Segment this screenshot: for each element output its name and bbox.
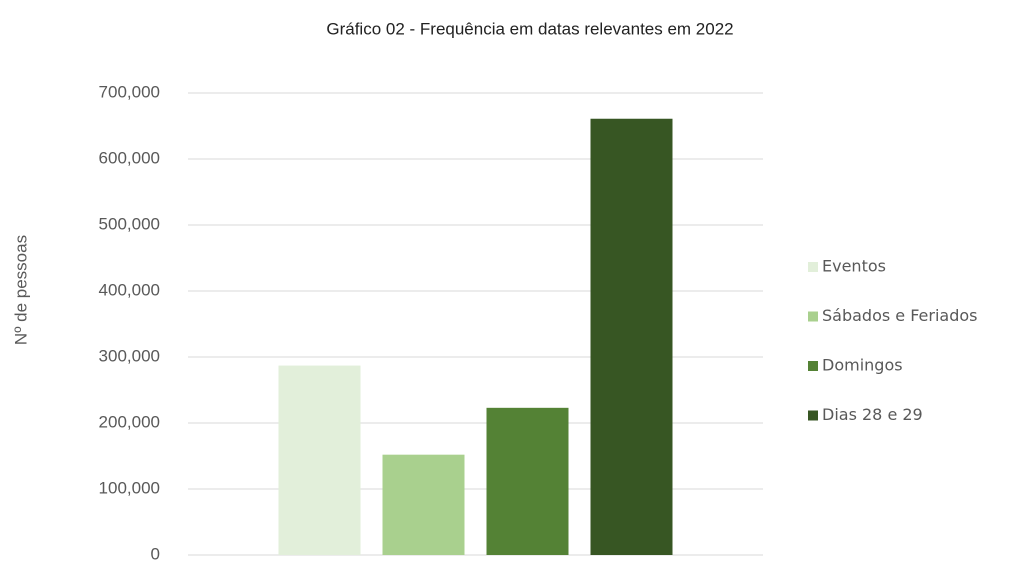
y-tick-label: 500,000 — [99, 214, 160, 233]
y-tick-label: 200,000 — [99, 412, 160, 431]
y-tick-label: 0 — [151, 544, 160, 562]
legend-label: Domingos — [822, 356, 903, 375]
legend-label: Sábados e Feriados — [822, 306, 978, 325]
legend-swatch — [808, 262, 818, 272]
chart-title: Gráfico 02 - Frequência em datas relevan… — [326, 19, 733, 38]
y-tick-label: 600,000 — [99, 148, 160, 167]
y-tick-label: 400,000 — [99, 280, 160, 299]
bar — [590, 118, 673, 556]
legend-swatch — [808, 361, 818, 371]
bar — [278, 365, 361, 555]
y-tick-label: 700,000 — [99, 82, 160, 101]
legend-swatch — [808, 410, 818, 421]
bar — [486, 407, 569, 555]
legend-label: Dias 28 e 29 — [822, 405, 923, 424]
legend-swatch — [808, 311, 818, 322]
y-tick-label: 300,000 — [99, 346, 160, 365]
bar — [382, 454, 465, 555]
y-axis-label: Nº de pessoas — [11, 235, 30, 345]
y-tick-label: 100,000 — [99, 478, 160, 497]
legend-label: Eventos — [822, 257, 886, 276]
